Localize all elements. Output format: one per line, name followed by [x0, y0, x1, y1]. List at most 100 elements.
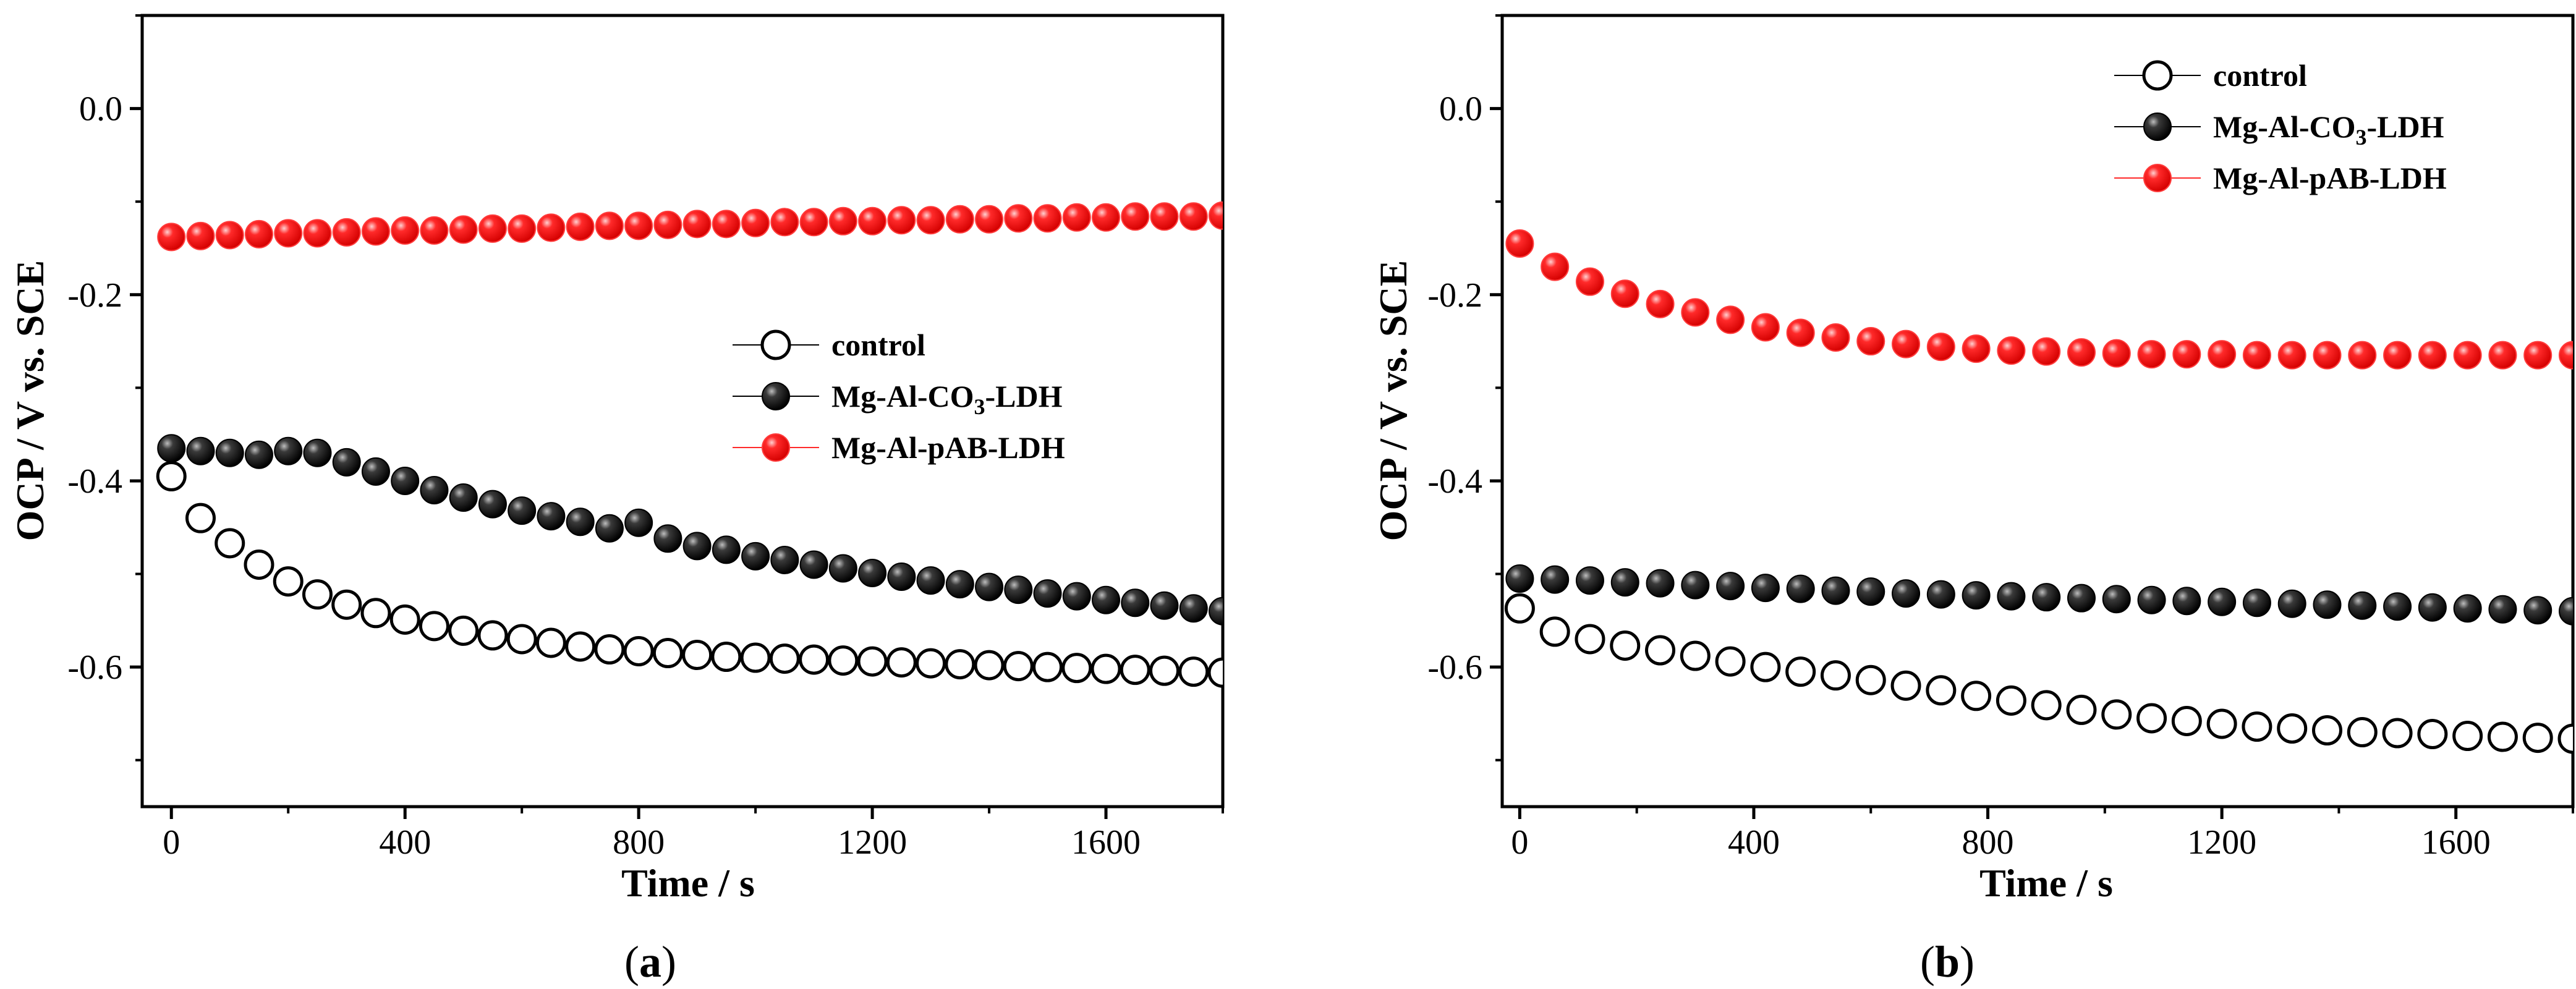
legend-label-b: control	[2213, 58, 2307, 93]
data-point-b-1	[2137, 585, 2166, 614]
y-axis-title-b: OCP / V vs. SCE	[1371, 260, 1415, 541]
data-point-a-2	[828, 206, 857, 236]
data-point-a-0	[419, 611, 449, 642]
data-point-a-1	[186, 436, 215, 465]
data-point-b-0	[2277, 713, 2308, 744]
data-point-a-1	[566, 507, 595, 537]
data-point-a-2	[682, 210, 712, 239]
data-point-a-1	[1062, 582, 1091, 611]
panel-label-a-letter: a	[639, 937, 661, 987]
data-point-b-2	[1962, 334, 1991, 363]
y-tick-label-b: -0.6	[1427, 648, 1482, 687]
data-point-b-1	[2383, 592, 2412, 621]
data-point-a-0	[916, 648, 946, 679]
data-point-b-1	[1646, 569, 1675, 598]
data-point-a-0	[682, 640, 713, 671]
data-point-b-1	[2418, 593, 2447, 622]
legend-label-a: Mg-Al-pAB-LDH	[831, 430, 1065, 465]
data-point-b-0	[1890, 670, 1921, 701]
data-point-a-2	[244, 219, 273, 248]
data-point-a-1	[828, 554, 857, 583]
data-point-a-2	[1150, 202, 1179, 231]
data-point-a-1	[741, 541, 770, 571]
data-point-b-2	[2313, 341, 2342, 370]
data-point-b-0	[1926, 675, 1957, 706]
data-point-b-2	[1997, 336, 2026, 365]
data-point-b-0	[2066, 694, 2097, 725]
data-point-b-0	[1785, 656, 1816, 687]
data-point-b-2	[2488, 341, 2517, 370]
data-point-b-0	[1680, 640, 1711, 671]
data-point-a-1	[1121, 588, 1150, 618]
data-point-b-2	[2523, 341, 2553, 370]
data-point-a-0	[1149, 655, 1180, 686]
data-point-a-0	[1061, 653, 1092, 684]
data-point-a-2	[1092, 203, 1121, 232]
data-point-a-2	[1179, 202, 1208, 231]
y-tick-label-b: -0.2	[1427, 276, 1482, 315]
data-point-b-0	[2452, 721, 2483, 752]
data-point-a-0	[740, 642, 771, 673]
data-point-a-2	[215, 221, 244, 250]
data-point-a-0	[565, 631, 596, 662]
data-point-b-1	[1751, 574, 1780, 603]
data-point-a-0	[389, 604, 420, 635]
data-point-a-0	[945, 649, 976, 680]
legend-label-b: Mg-Al-CO3-LDH	[2213, 109, 2444, 150]
data-point-a-1	[361, 457, 390, 486]
data-point-b-2	[1505, 229, 1534, 258]
data-point-a-1	[1150, 591, 1179, 620]
data-point-a-2	[624, 211, 653, 240]
data-point-b-0	[1575, 624, 1605, 655]
data-point-b-1	[1541, 565, 1570, 594]
data-point-a-2	[945, 205, 974, 234]
y-axis-title-a: OCP / V vs. SCE	[8, 260, 52, 541]
x-axis-title-b: Time / s	[1979, 861, 2113, 905]
legend-marker-b	[2142, 60, 2173, 91]
data-point-a-1	[1179, 594, 1208, 623]
data-point-a-0	[1032, 652, 1063, 682]
axes-frame-a	[140, 14, 1225, 809]
data-point-b-0	[1645, 635, 1676, 666]
data-point-b-2	[1856, 327, 1885, 356]
data-point-a-2	[420, 216, 449, 245]
data-point-b-1	[1716, 572, 1745, 601]
data-point-a-2	[1004, 204, 1033, 233]
x-tick-label-b: 1600	[2421, 823, 2491, 862]
data-point-a-1	[1004, 575, 1033, 605]
data-point-b-2	[1786, 318, 1815, 347]
data-point-a-2	[799, 208, 828, 237]
data-point-b-1	[1892, 579, 1921, 608]
data-point-a-2	[478, 214, 507, 243]
data-point-a-1	[157, 434, 186, 463]
data-point-a-2	[391, 216, 420, 245]
data-point-a-0	[857, 646, 888, 677]
plot-area-b: 0 400 800 1200 1600 0.0 -0.2 -0.4 -0.6	[1427, 14, 2575, 862]
data-point-b-0	[1610, 630, 1641, 661]
legend-label-a: control	[831, 328, 925, 362]
data-point-b-0	[1715, 646, 1746, 677]
data-point-a-1	[303, 438, 332, 467]
data-point-b-0	[1820, 660, 1851, 691]
data-point-b-0	[1855, 664, 1886, 695]
data-point-a-0	[273, 566, 304, 597]
data-point-a-2	[508, 214, 537, 243]
data-point-a-2	[566, 212, 595, 241]
data-point-b-1	[1786, 574, 1815, 603]
data-point-b-0	[2522, 723, 2553, 753]
data-point-a-2	[186, 221, 215, 250]
legend-marker-b	[2143, 164, 2172, 192]
data-point-b-2	[2242, 341, 2271, 370]
data-point-b-2	[1821, 323, 1850, 352]
data-point-a-1	[1033, 579, 1062, 608]
data-point-b-1	[1681, 571, 1710, 600]
x-tick-label-a: 400	[379, 823, 431, 862]
data-point-a-1	[916, 566, 945, 595]
data-point-a-2	[975, 205, 1004, 234]
series-a-2	[157, 201, 1223, 252]
data-point-a-1	[712, 535, 741, 564]
data-point-a-0	[1207, 657, 1223, 688]
x-tick-label-a: 0	[163, 823, 180, 862]
